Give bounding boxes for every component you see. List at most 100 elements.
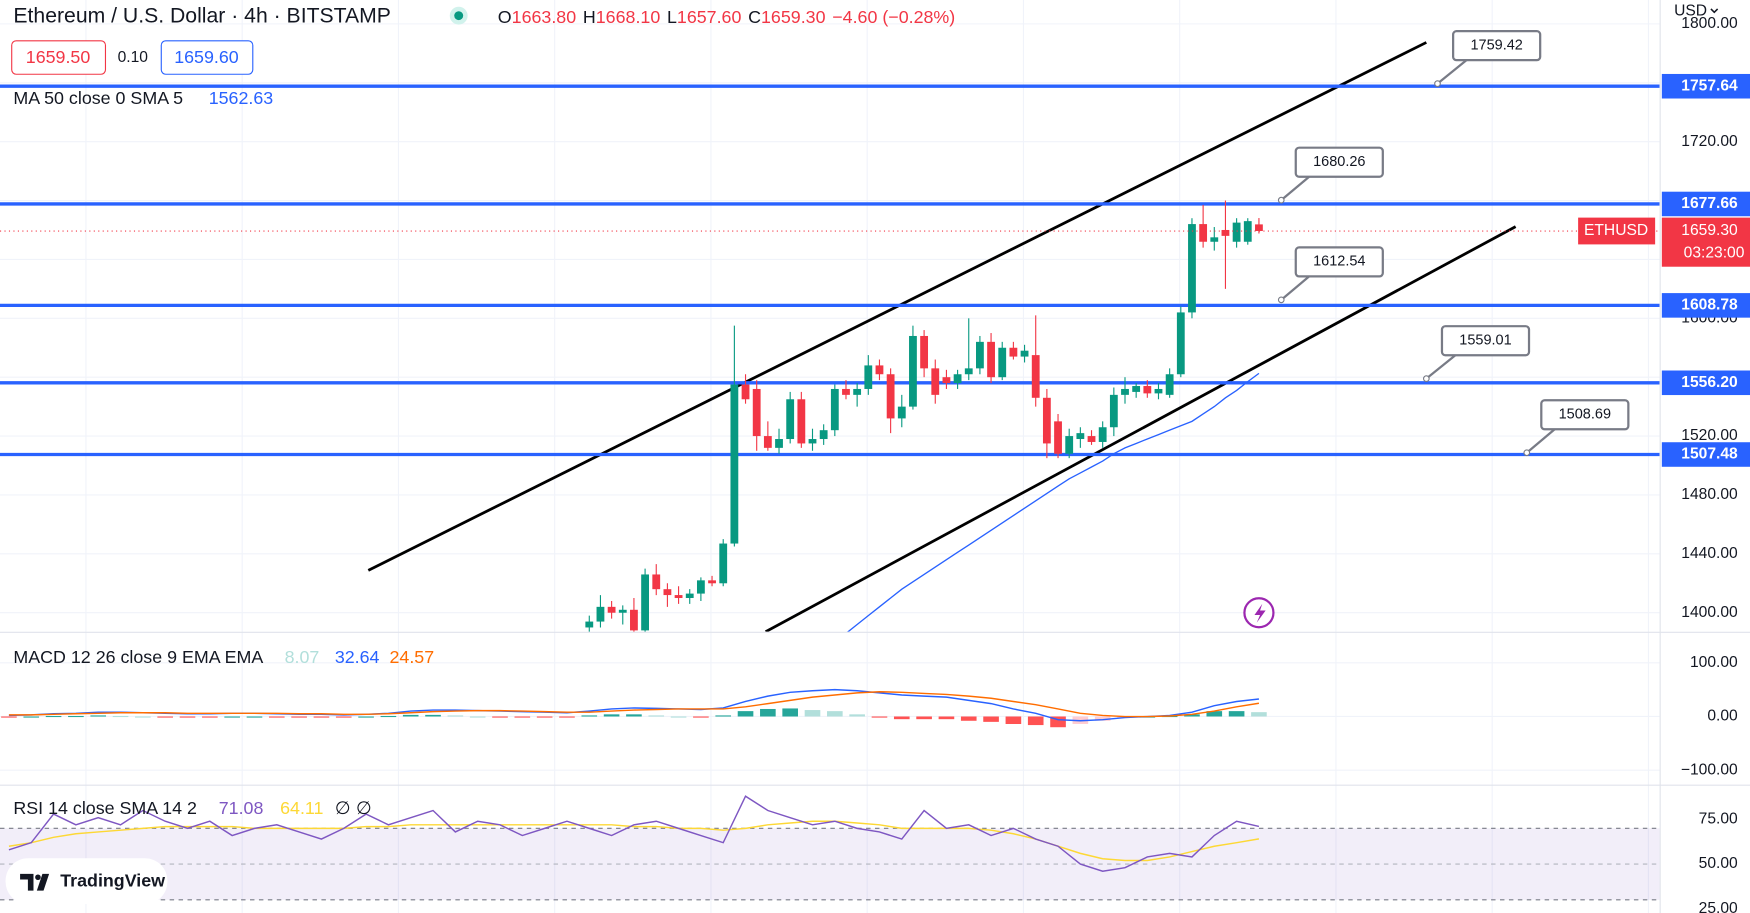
- ohlc: O1663.80 H1668.10 L1657.60 C1659.30 −4.60 (−…: [498, 7, 955, 27]
- macd-histogram-bar: [760, 708, 776, 717]
- signal-line: [8, 691, 1260, 718]
- macd-histogram-bar: [581, 715, 598, 717]
- ma-line: [847, 372, 1260, 632]
- macd-histogram-bar: [626, 714, 642, 717]
- macd-legend: MACD 12 26 close 9 EMA EMA: [13, 647, 263, 667]
- macd-histogram-bar: [469, 716, 486, 718]
- symbol-badge: [1578, 217, 1656, 245]
- level-badge: [1661, 370, 1750, 396]
- macd-histogram-bar: [648, 715, 665, 717]
- candle-body: [942, 377, 951, 384]
- callout-box: [1540, 399, 1630, 431]
- candle-body: [897, 406, 906, 419]
- candle-body: [641, 574, 649, 631]
- candle-body: [1042, 397, 1051, 444]
- ohlc-value: 1657.60: [677, 7, 742, 27]
- candle-body: [1232, 222, 1241, 242]
- macd-histogram-bar: [938, 716, 955, 720]
- candle-body: [663, 589, 672, 596]
- macd-histogram-bar: [715, 715, 732, 717]
- candle-body: [909, 335, 917, 407]
- y-tick-label: 1400.00: [1681, 604, 1738, 621]
- candle-body: [775, 439, 783, 448]
- callout-box: [1452, 30, 1542, 62]
- ma-legend-value: 1562.63: [209, 88, 274, 108]
- candle-body: [1054, 421, 1062, 454]
- change: −4.60 (−0.28%): [832, 7, 955, 27]
- candle-body: [786, 399, 795, 440]
- ask-price: 1659.60: [174, 47, 239, 67]
- y-tick-label: 100.00: [1690, 654, 1738, 671]
- macd-histogram-bar: [291, 716, 307, 718]
- candle-body: [1087, 436, 1096, 442]
- macd-histogram-bar: [871, 716, 888, 718]
- macd-histogram-bar: [179, 716, 196, 718]
- level-badge: [1661, 191, 1750, 217]
- rsi-line: [8, 795, 1260, 872]
- y-tick-label: 75.00: [1699, 811, 1738, 828]
- channel-lower[interactable]: [764, 225, 1517, 632]
- y-tick-label: 1520.00: [1681, 427, 1738, 444]
- macd-histogram-bar: [1251, 712, 1267, 717]
- candle-body: [931, 368, 940, 395]
- macd-histogram-bar: [157, 716, 173, 718]
- symbol-label: ETHUSD: [1584, 222, 1648, 239]
- macd-histogram-bar: [112, 715, 129, 718]
- overlay: 1759.42 1680.26 1612.54 1559.01 1508.69: [1277, 30, 1630, 457]
- candle-body: [886, 374, 895, 419]
- rsi-extra: ∅: [356, 798, 372, 818]
- macd-histogram-bar: [1027, 716, 1044, 726]
- grid: [0, 0, 1660, 913]
- price-badge: [1661, 217, 1750, 267]
- candle-body: [819, 430, 828, 440]
- currency-menu[interactable]: USD: [1674, 2, 1707, 19]
- y-tick-label: 25.00: [1699, 900, 1738, 913]
- candle-body: [618, 609, 627, 613]
- macd-histogram-bar: [1094, 716, 1111, 721]
- macd-histogram-bar: [380, 715, 397, 718]
- candle-body: [596, 606, 605, 622]
- macd-histogram-bar: [335, 716, 352, 718]
- y-tick-label: −100.00: [1681, 761, 1738, 778]
- level-label: 1677.66: [1681, 195, 1738, 212]
- candle-body: [1098, 427, 1107, 442]
- macd-hist-value: 8.07: [285, 647, 320, 667]
- macd-histogram-bar: [1050, 716, 1066, 728]
- buy-button[interactable]: [160, 40, 254, 75]
- rsi-extra: ∅: [335, 798, 351, 818]
- candle-body: [696, 580, 705, 594]
- candle-body: [830, 388, 839, 431]
- candle-body: [864, 365, 873, 389]
- alert-bolt: [1254, 603, 1266, 623]
- ohlc-label: O: [498, 7, 512, 27]
- candle-body: [708, 580, 716, 584]
- macd-histogram-bar: [492, 716, 508, 718]
- branding-badge[interactable]: [5, 858, 168, 905]
- macd-histogram-bar: [670, 716, 687, 718]
- sell-button[interactable]: [11, 40, 107, 75]
- y-tick-label: 1440.00: [1681, 545, 1738, 562]
- candle-body: [585, 621, 594, 628]
- candle-body: [1255, 224, 1263, 232]
- candle-body: [976, 341, 984, 369]
- macd-histogram-bar: [1206, 711, 1223, 717]
- ohlc-label: H: [583, 7, 596, 27]
- callout-anchor: [1277, 296, 1285, 304]
- candle-body: [1210, 237, 1219, 242]
- callout-tail: [1425, 354, 1457, 380]
- candle-body: [1132, 386, 1141, 392]
- candle-body: [1199, 224, 1208, 242]
- macd-histogram-bar: [358, 716, 374, 718]
- callout-tail: [1280, 275, 1310, 301]
- y-tick-label: 0.00: [1707, 708, 1738, 725]
- symbol-title: Ethereum / U.S. Dollar · 4h · BITSTAMP: [13, 4, 391, 27]
- branding-logo-dot: [35, 874, 41, 881]
- price-pane: [0, 41, 1660, 632]
- macd-histogram-bar: [23, 716, 40, 718]
- countdown: 03:23:00: [1684, 244, 1745, 261]
- candle-body: [1165, 374, 1174, 395]
- candle-body: [842, 388, 850, 395]
- macd-histogram-bar: [893, 716, 910, 720]
- candle-body: [685, 593, 694, 599]
